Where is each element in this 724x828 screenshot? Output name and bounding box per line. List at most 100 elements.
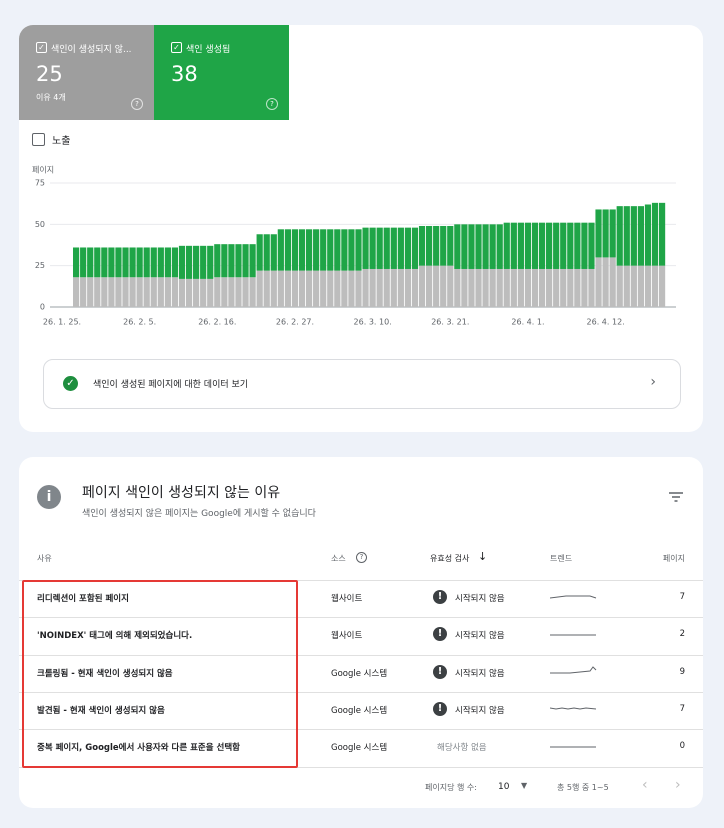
x-tick-label: 26. 4. 12. [587, 318, 625, 327]
bar-segment [298, 229, 306, 271]
link-box[interactable]: ✓ 색인이 생성된 페이지에 대한 데이터 보기 › [43, 359, 681, 409]
bar-segment [355, 270, 362, 307]
bar-segment [637, 206, 644, 266]
bar-segment [574, 268, 581, 307]
column-header[interactable]: 유효성 검사 [430, 554, 470, 563]
bar-segment [129, 247, 136, 278]
bar-segment [531, 268, 539, 307]
bar-segment [461, 224, 468, 269]
bar-segment [115, 277, 122, 307]
tab-not-indexed[interactable]: ✓ 색인이 생성되지 않... 25 이유 4개 ? [19, 25, 154, 120]
table-title: 페이지 색인이 생성되지 않는 이유 [82, 485, 281, 501]
bar-segment [122, 277, 129, 307]
bar-segment [327, 229, 334, 271]
bar-segment [411, 227, 419, 269]
sparkline-path [550, 707, 597, 710]
bar-segment [157, 247, 164, 278]
x-tick-label: 26. 4. 1. [511, 318, 544, 327]
prev-page[interactable]: ‹ [642, 777, 648, 793]
source-cell: 웹사이트 [331, 631, 363, 642]
x-tick-label: 26. 1. 25. [43, 318, 81, 327]
pages-cell: 9 [679, 666, 685, 677]
source-cell: 웹사이트 [331, 594, 363, 604]
sparkline-path [550, 665, 597, 674]
bar-segment [447, 265, 454, 307]
bar-segment [136, 247, 143, 278]
bar-segment [291, 229, 299, 271]
bar-segment [235, 244, 242, 278]
reason-cell[interactable]: 크롤링됨 - 현재 색인이 생성되지 않음 [37, 668, 173, 679]
pages-cell: 2 [679, 629, 685, 640]
range-text: 총 5행 중 1~5 [557, 783, 609, 792]
chevron: › [650, 374, 656, 390]
help-icon[interactable]: ? [356, 552, 367, 563]
bar-segment [334, 229, 341, 271]
reason-cell[interactable]: 'NOINDEX' 태그에 의해 제외되었습니다. [37, 631, 193, 642]
bar-segment [200, 245, 207, 279]
column-header: 사유 [37, 554, 52, 563]
bar-segment [200, 278, 207, 307]
bar-segment [108, 247, 115, 278]
bar-segment [496, 224, 503, 269]
reason-cell[interactable]: 리디렉션이 포함된 페이지 [37, 594, 129, 604]
bar-segment [277, 270, 284, 307]
sort-arrow: ↓ [478, 550, 488, 563]
column-header: 페이지 [662, 554, 685, 563]
bar-segment [94, 277, 101, 307]
bar-segment [73, 277, 80, 307]
filter-icon[interactable] [669, 492, 683, 502]
bar-segment [538, 222, 546, 269]
validation-cell: 해당사항 없음 [437, 743, 487, 754]
column-header: 소스 [331, 554, 346, 563]
bar-segment [538, 268, 546, 307]
bar-segment [510, 268, 517, 307]
rows-per-page[interactable]: 10 [498, 782, 510, 792]
bar-segment [171, 247, 179, 278]
bar-segment [291, 270, 299, 307]
bar-segment [341, 270, 348, 307]
bar-segment [482, 268, 489, 307]
bar-segment [94, 247, 101, 278]
bar-segment [651, 265, 659, 307]
bar-segment [355, 229, 362, 271]
bar-segment [461, 268, 468, 307]
bar-segment [397, 227, 404, 269]
y-tick-label: 75 [35, 179, 45, 188]
warning-icon: ! [433, 627, 447, 642]
bar-segment [454, 224, 461, 269]
reason-cell[interactable]: 중복 페이지, Google에서 사용자와 다른 표준을 선택함 [37, 743, 240, 754]
checkbox[interactable] [32, 133, 45, 146]
reason-cell[interactable]: 발견됨 - 현재 색인이 생성되지 않음 [37, 705, 165, 716]
bar-segment [214, 244, 221, 278]
bar-segment [468, 268, 475, 307]
source-cell: Google 시스템 [331, 705, 388, 716]
bar-segment [609, 257, 616, 307]
next-page[interactable]: › [675, 777, 681, 793]
bar-segment [531, 222, 539, 269]
dropdown-arrow[interactable]: ▼ [521, 781, 528, 790]
row-divider [19, 729, 703, 731]
bar-segment [185, 245, 193, 279]
row-divider [19, 691, 703, 693]
bar-segment [602, 257, 609, 307]
bar-segment [524, 268, 532, 307]
bar-segment [390, 268, 397, 307]
bar-segment [623, 206, 630, 266]
bar-segment [207, 245, 214, 279]
tab-note: 이유 4개 [36, 93, 66, 102]
help-icon[interactable]: ? [266, 98, 278, 110]
bar-segment [270, 234, 277, 271]
trend-sparkline [550, 595, 597, 599]
link-text: 색인이 생성된 페이지에 대한 데이터 보기 [93, 380, 249, 390]
validation-cell: 시작되지 않음 [455, 594, 505, 604]
help-icon[interactable]: ? [131, 98, 143, 110]
warning-icon: ! [433, 701, 447, 716]
bar-segment [369, 268, 376, 307]
bar-segment [164, 277, 171, 307]
bar-segment [595, 257, 602, 307]
bar-segment [228, 277, 235, 307]
tab-indexed[interactable]: ✓ 색인 생성됨 38 ? [154, 25, 289, 120]
bar-segment [496, 268, 503, 307]
bar-segment [383, 227, 390, 269]
